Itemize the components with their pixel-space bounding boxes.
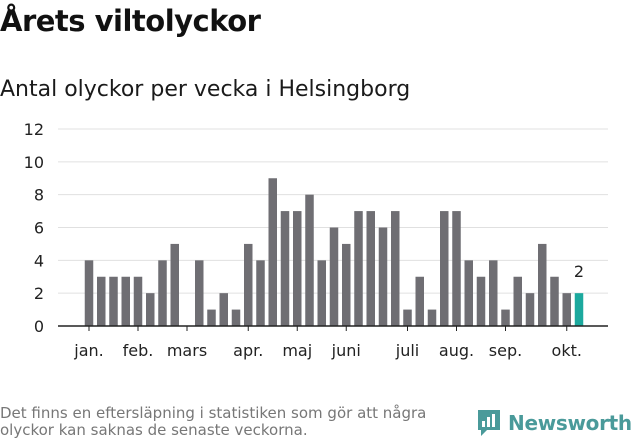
bar (256, 260, 265, 326)
chart-subtitle: Antal olyckor per vecka i Helsingborg (0, 77, 411, 102)
bar (231, 309, 241, 326)
bar (538, 243, 547, 326)
bar (109, 276, 118, 326)
brand-logo: Newsworthy (476, 408, 631, 438)
y-tick-label: 12 (24, 120, 44, 139)
bar (342, 243, 351, 326)
x-tick-label: apr. (233, 341, 263, 360)
x-tick-label: okt. (552, 341, 582, 360)
y-tick-label: 4 (34, 251, 44, 270)
x-tick-label: maj (282, 341, 312, 360)
bar-chart: 0 2 4 6 8 10 12 jan. feb. mars apr. maj juni juli aug… (24, 120, 608, 360)
bar (513, 276, 522, 326)
bar (280, 211, 290, 326)
bar (452, 211, 461, 326)
bar (158, 260, 167, 326)
bar (219, 293, 228, 326)
bar (121, 276, 130, 326)
y-tick-label: 2 (34, 284, 44, 303)
bar (562, 293, 571, 326)
bar (427, 309, 437, 326)
bar (366, 211, 375, 326)
bar (525, 293, 535, 326)
x-axis: jan. feb. mars apr. maj juni juli aug. sep. okt. (58, 325, 608, 360)
x-tick-label: jan. (73, 341, 103, 360)
data-labels: 2 (574, 262, 584, 281)
bar (268, 178, 277, 326)
bar (133, 276, 143, 326)
bar (550, 276, 559, 326)
bar (170, 243, 179, 326)
bar (207, 309, 216, 326)
y-tick-label: 10 (24, 153, 44, 172)
bar (305, 194, 314, 326)
bar (317, 260, 326, 326)
bar (378, 227, 388, 326)
footnote: Det finns en eftersläpning i statistiken… (0, 404, 427, 439)
bar (84, 260, 94, 326)
bar (489, 260, 498, 326)
y-tick-label: 0 (34, 317, 44, 336)
y-axis-tick-labels: 0 2 4 6 8 10 12 (24, 120, 44, 336)
bar (501, 309, 510, 326)
bar (476, 276, 486, 326)
bar-highlight (574, 293, 584, 326)
bar (329, 227, 339, 326)
bar (293, 211, 302, 326)
x-tick-label: juni (331, 341, 361, 360)
bar (146, 293, 155, 326)
x-tick-label: juli (395, 341, 419, 360)
y-tick-label: 8 (34, 186, 44, 205)
bar (464, 260, 473, 326)
x-tick-label: sep. (489, 341, 522, 360)
bar (415, 276, 424, 326)
bar (354, 211, 363, 326)
y-tick-label: 6 (34, 219, 44, 238)
chart-title: Årets viltolyckor (0, 4, 261, 38)
bars (84, 178, 584, 326)
bar (440, 211, 449, 326)
x-tick-label: aug. (439, 341, 474, 360)
brand-name: Newsworthy (508, 411, 631, 435)
bar (195, 260, 204, 326)
x-tick-label: feb. (123, 341, 154, 360)
bar (97, 276, 106, 326)
bar (391, 211, 400, 326)
newsworthy-logo-icon (478, 410, 500, 436)
bar (244, 243, 253, 326)
data-label-latest: 2 (574, 262, 584, 281)
bar (403, 309, 412, 326)
x-tick-label: mars (167, 341, 207, 360)
